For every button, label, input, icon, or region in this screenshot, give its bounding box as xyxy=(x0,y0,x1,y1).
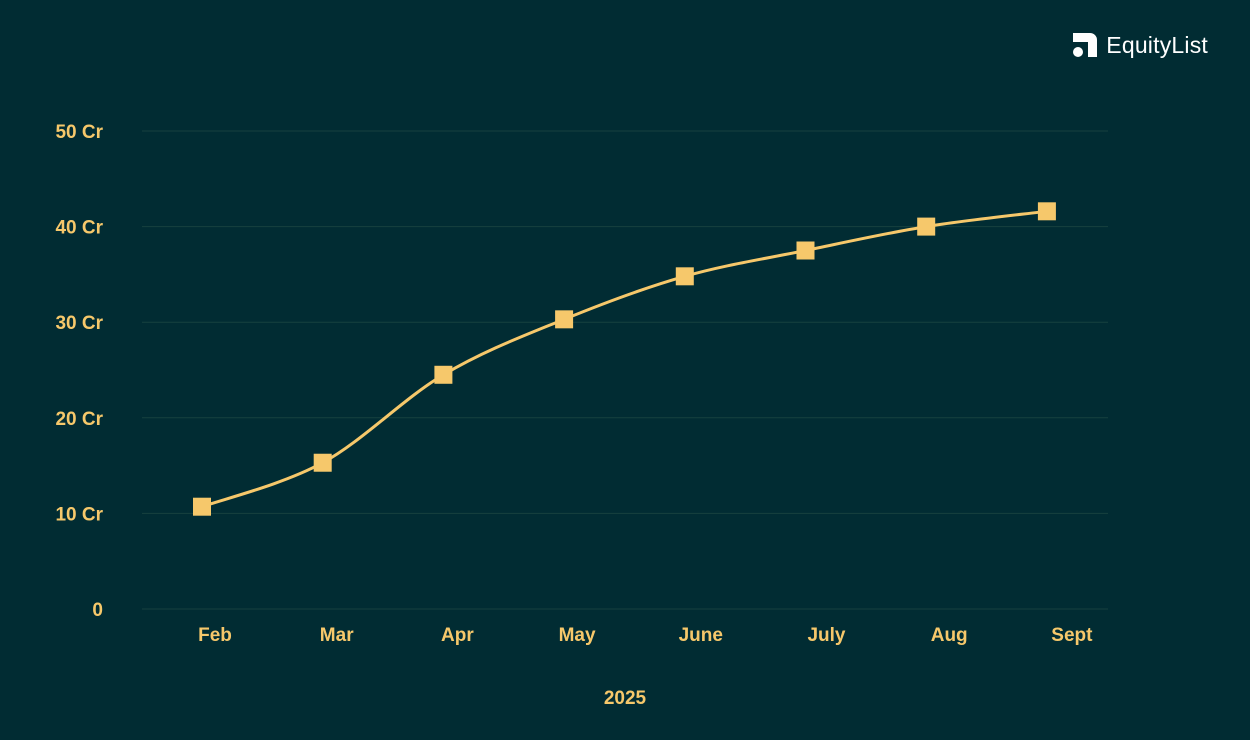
data-point-marker xyxy=(917,217,936,236)
x-tick-label: June xyxy=(679,625,723,646)
x-tick-label: July xyxy=(807,625,845,646)
gridlines xyxy=(142,130,1108,610)
data-point-marker xyxy=(1037,202,1056,221)
y-tick-label: 30 Cr xyxy=(55,313,103,334)
x-tick-label: May xyxy=(559,625,596,646)
x-tick-label: Aug xyxy=(931,625,968,646)
data-point-marker xyxy=(193,497,211,516)
y-axis-ticks: 0 10 Cr 20 Cr 30 Cr 40 Cr 50 Cr xyxy=(55,122,103,621)
y-tick-label: 0 xyxy=(92,600,103,621)
series-line-path xyxy=(201,209,1048,509)
x-tick-label: Feb xyxy=(198,625,232,646)
y-tick-label: 50 Cr xyxy=(55,122,103,143)
data-point-marker xyxy=(555,310,574,329)
x-tick-label: Mar xyxy=(320,625,354,646)
x-axis-title: 2025 xyxy=(604,688,647,709)
data-point-marker xyxy=(434,365,453,384)
x-tick-label: Apr xyxy=(441,625,474,646)
y-tick-label: 40 Cr xyxy=(55,218,103,239)
x-axis-ticks: Feb Mar Apr May June July Aug Sept xyxy=(198,625,1093,646)
data-point-marker xyxy=(796,241,815,260)
data-point-marker xyxy=(313,453,332,472)
series-line xyxy=(201,209,1048,509)
equitylist-logo-icon xyxy=(1073,33,1098,57)
brand-logo: EquityList xyxy=(1070,30,1208,60)
y-tick-label: 20 Cr xyxy=(55,409,103,430)
series-markers xyxy=(193,202,1056,516)
y-tick-label: 10 Cr xyxy=(55,504,103,525)
data-point-marker xyxy=(675,267,694,286)
x-tick-label: Sept xyxy=(1051,625,1093,646)
brand-name: EquityList xyxy=(1106,31,1208,58)
